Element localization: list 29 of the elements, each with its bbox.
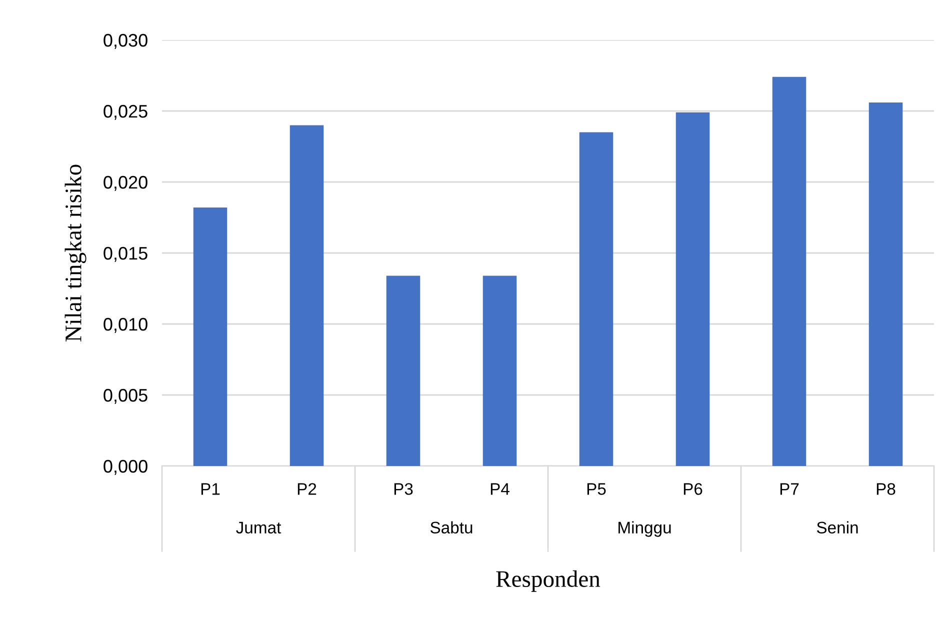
y-tick-label: 0,010 xyxy=(104,318,148,333)
bar xyxy=(676,112,710,466)
y-tick-label: 0,000 xyxy=(104,460,148,475)
x-tick-label: P3 xyxy=(394,483,413,495)
text: Senin xyxy=(816,521,858,534)
x-tick-label: P8 xyxy=(876,483,896,495)
y-tick-label: 0,025 xyxy=(104,104,148,120)
bar xyxy=(772,76,806,466)
bar xyxy=(868,102,903,466)
y-axis-title: Nilai tingkat risiko xyxy=(64,164,86,342)
x-tick-label: P1 xyxy=(201,483,220,495)
y-tick-label: 0,005 xyxy=(104,388,148,404)
x-tick-label: P6 xyxy=(684,483,702,495)
x-tick-label: P4 xyxy=(490,483,510,495)
y-tick-label: 0,030 xyxy=(104,34,148,49)
bar xyxy=(193,208,228,466)
y-tick-label: 0,015 xyxy=(104,246,148,262)
text: Minggu xyxy=(618,521,671,537)
bar xyxy=(579,132,614,466)
text: Sabtu xyxy=(430,521,472,534)
text: Jumat xyxy=(236,522,282,534)
x-tick-label: P5 xyxy=(587,483,606,495)
bar xyxy=(482,276,517,466)
bar xyxy=(386,276,420,466)
x-tick-label: P7 xyxy=(780,483,799,495)
x-axis-title: Responden xyxy=(496,570,600,592)
x-tick-label: P2 xyxy=(298,483,316,495)
y-tick-label: 0,020 xyxy=(104,176,148,191)
bar xyxy=(290,125,324,466)
